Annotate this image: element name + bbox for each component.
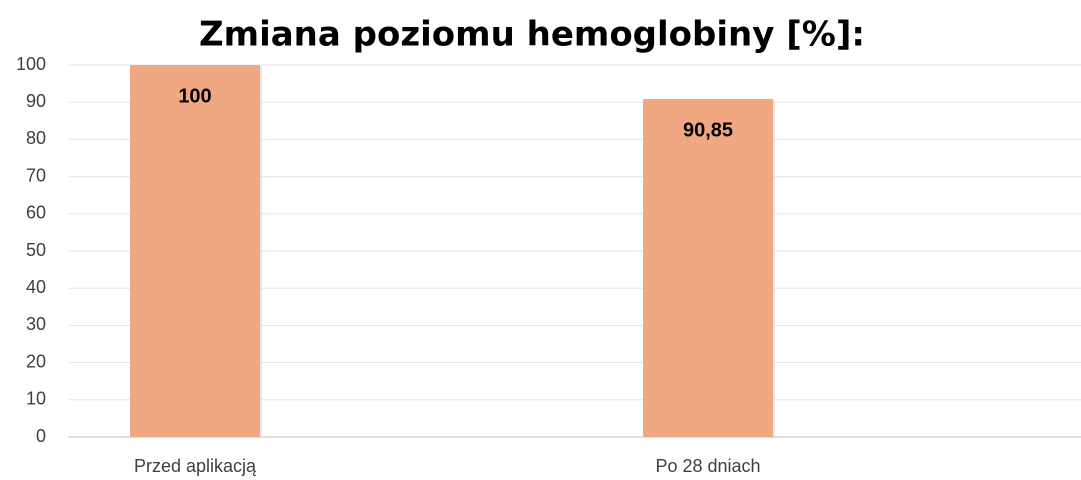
y-tick-label: 0	[36, 426, 46, 446]
y-tick-label: 40	[26, 277, 46, 297]
y-tick-label: 80	[26, 128, 46, 148]
y-tick-label: 100	[16, 54, 46, 74]
data-label: 90,85	[683, 119, 733, 141]
y-tick-label: 10	[26, 389, 46, 409]
x-tick-label: Po 28 dniach	[655, 456, 760, 476]
chart-title: Zmiana poziomu hemoglobiny [%]:	[199, 15, 865, 55]
data-label: 100	[178, 85, 211, 107]
bar	[643, 99, 773, 438]
y-tick-label: 90	[26, 91, 46, 111]
y-tick-label: 50	[26, 240, 46, 260]
x-tick-label: Przed aplikacją	[134, 456, 257, 476]
y-tick-label: 70	[26, 165, 46, 185]
y-tick-label: 20	[26, 351, 46, 371]
bar	[130, 65, 260, 437]
y-tick-label: 60	[26, 203, 46, 223]
y-tick-label: 30	[26, 314, 46, 334]
